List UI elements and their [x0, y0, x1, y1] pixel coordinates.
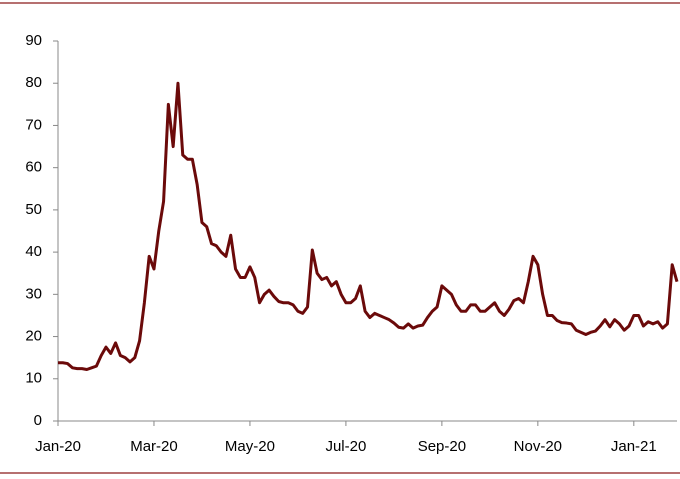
- x-tick-label: Sep-20: [418, 438, 466, 455]
- x-tick-label: Jul-20: [325, 438, 366, 455]
- x-tick-label: Jan-20: [35, 438, 81, 455]
- y-tick-label: 80: [25, 74, 42, 91]
- y-tick-label: 60: [25, 159, 42, 176]
- y-tick-label: 50: [25, 201, 42, 218]
- y-tick-label: 0: [34, 412, 42, 429]
- y-tick-label: 30: [25, 285, 42, 302]
- x-tick-label: Mar-20: [130, 438, 178, 455]
- x-tick-label: Jan-21: [611, 438, 657, 455]
- y-tick-label: 10: [25, 370, 42, 387]
- x-tick-label: May-20: [225, 438, 275, 455]
- y-tick-label: 70: [25, 116, 42, 133]
- y-tick-label: 40: [25, 243, 42, 260]
- data-line: [58, 81, 679, 371]
- y-tick-label: 90: [25, 32, 42, 49]
- y-tick-label: 20: [25, 328, 42, 345]
- x-tick-label: Nov-20: [514, 438, 562, 455]
